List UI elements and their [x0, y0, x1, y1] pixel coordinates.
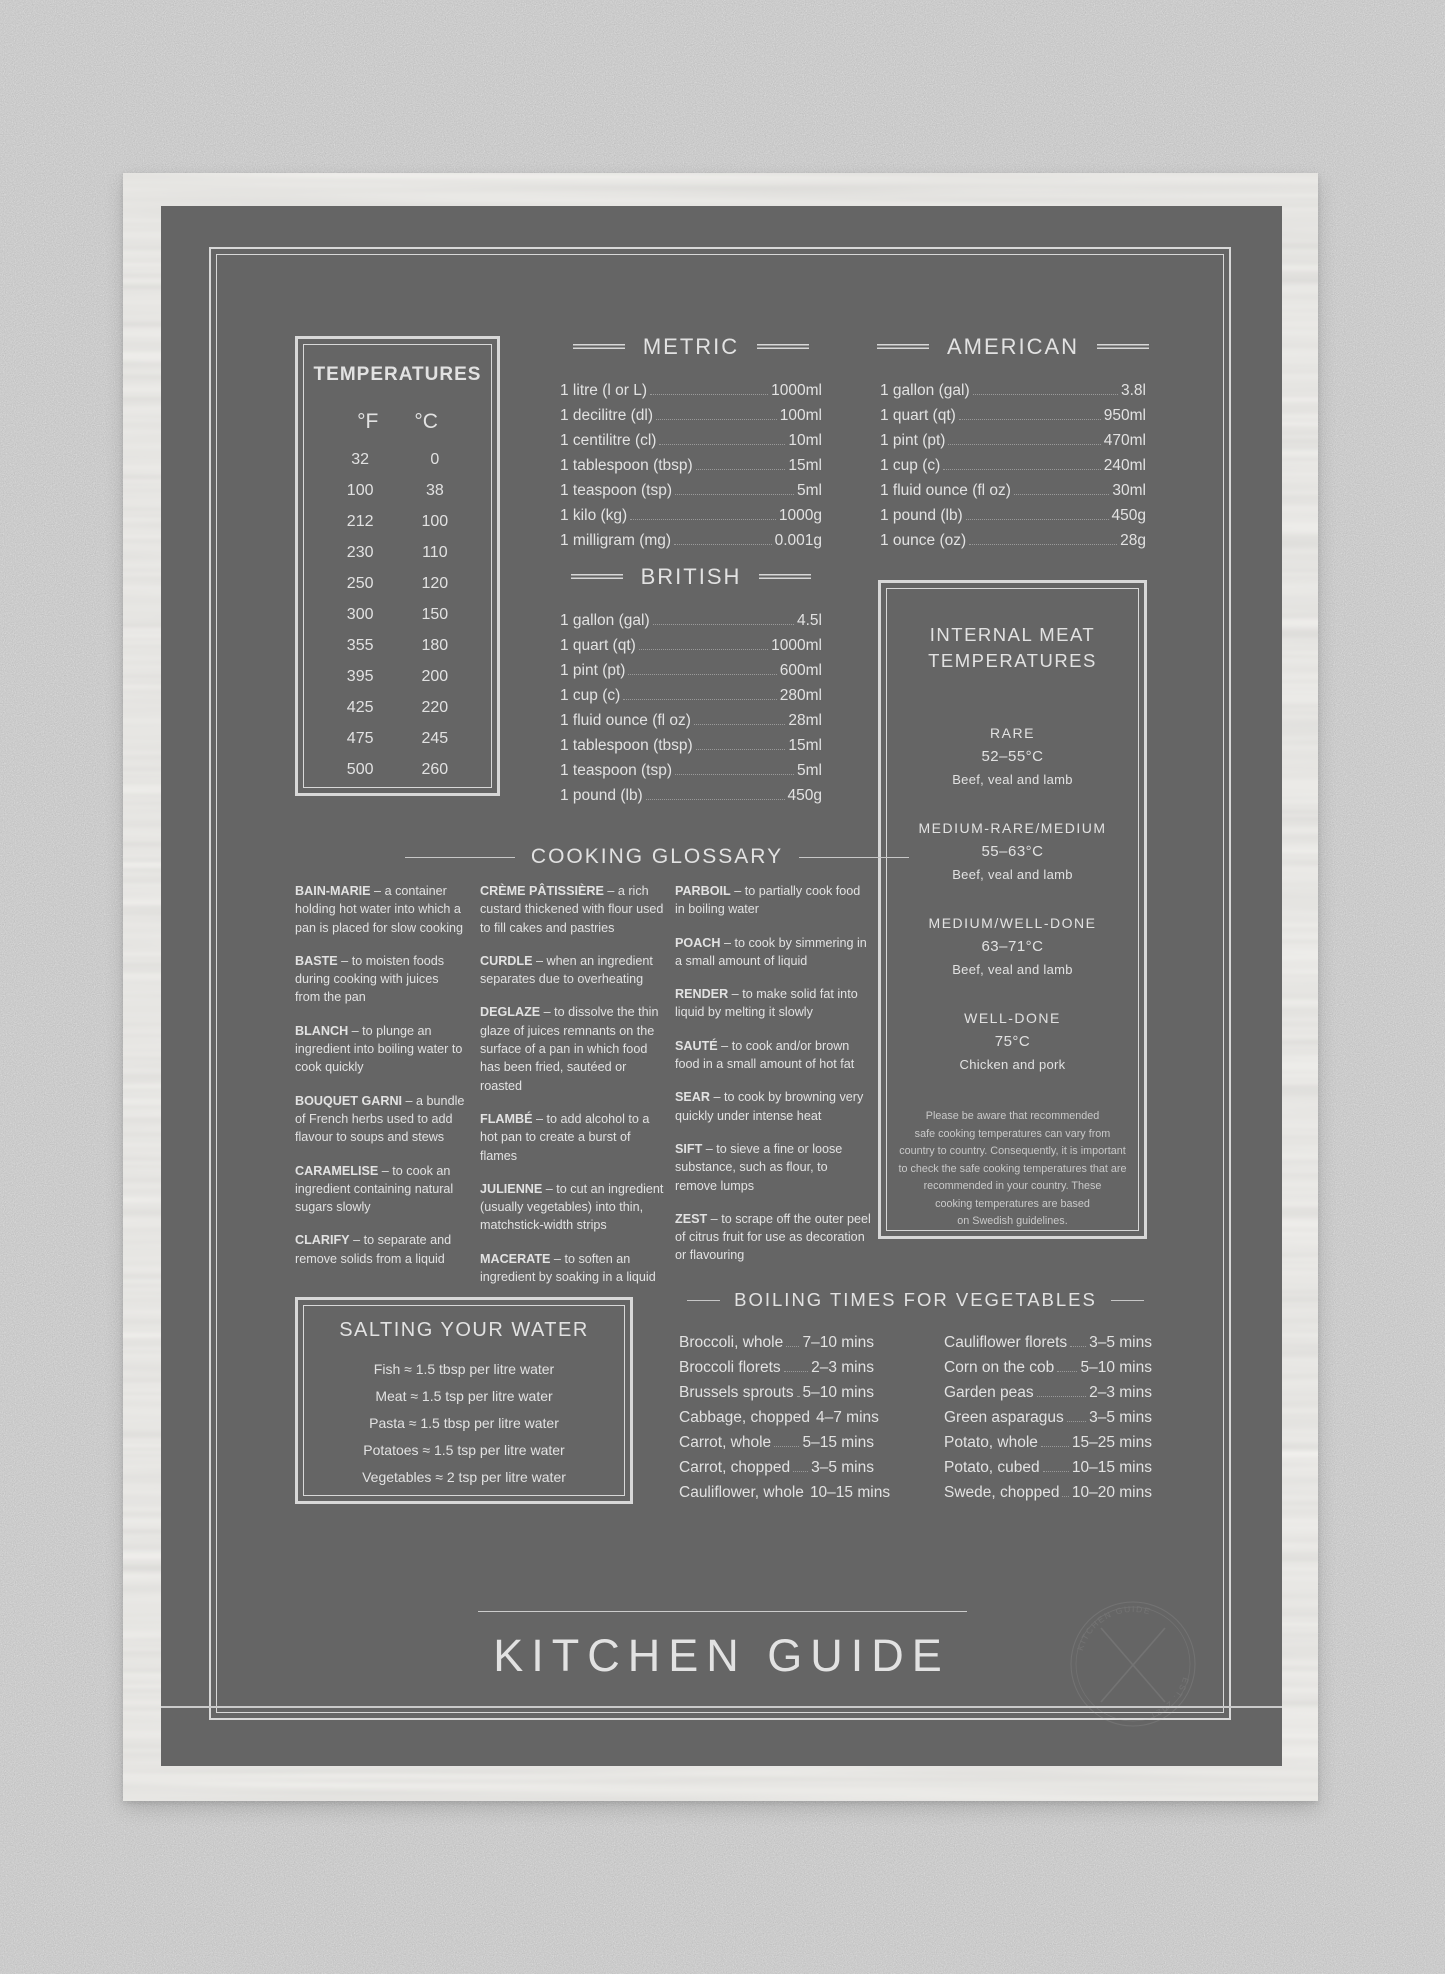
svg-text:KITCHEN GUIDE: KITCHEN GUIDE: [1075, 1604, 1153, 1652]
